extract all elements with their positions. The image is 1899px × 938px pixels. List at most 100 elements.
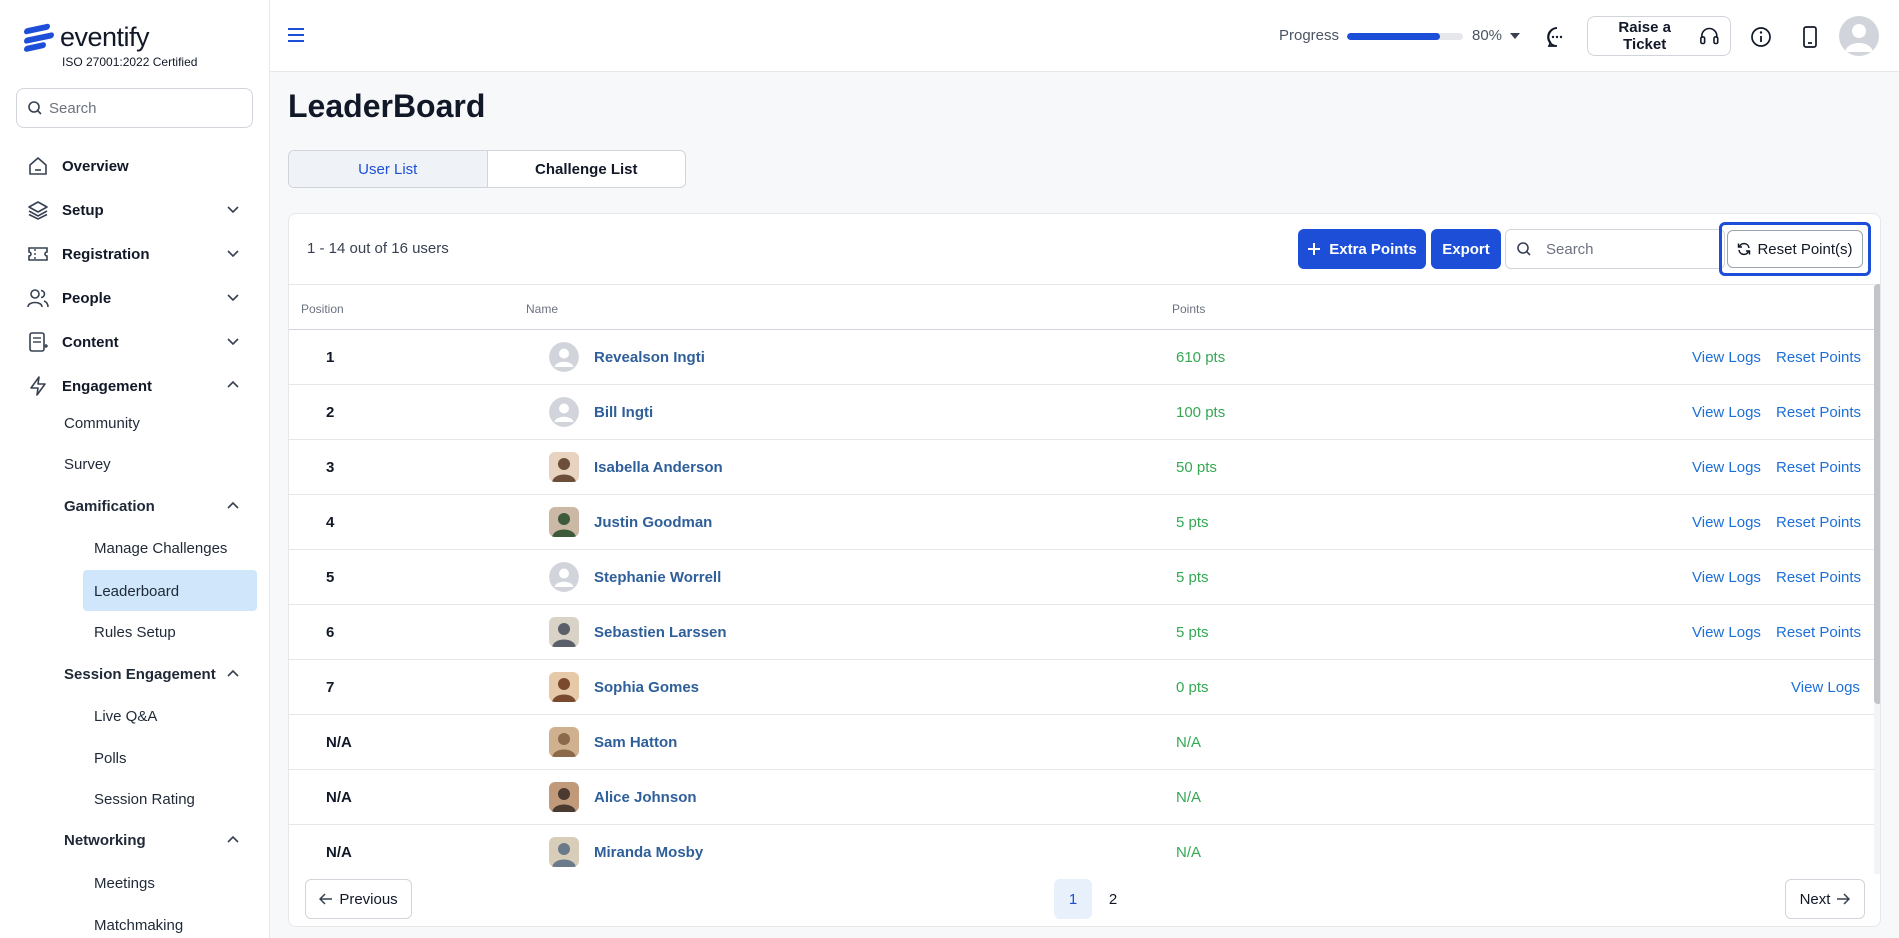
raise-ticket-button[interactable]: Raise a Ticket xyxy=(1587,16,1731,56)
nav-session-rating[interactable]: Session Rating xyxy=(94,790,195,808)
user-name-link[interactable]: Miranda Mosby xyxy=(594,844,704,861)
reset-points-link[interactable]: Reset Points xyxy=(1776,459,1862,476)
reset-all-points-label: Reset Point(s) xyxy=(1757,240,1853,258)
view-logs-link[interactable]: View Logs xyxy=(1791,679,1860,696)
nav-leaderboard[interactable]: Leaderboard xyxy=(94,582,180,600)
chevron-up-icon[interactable] xyxy=(226,667,240,681)
table-row: 5 Stephanie Worrell 5 pts View Logs Reset Po… xyxy=(289,550,1874,605)
sidebar-search[interactable] xyxy=(16,88,253,128)
nav-polls[interactable]: Polls xyxy=(94,749,127,767)
tab-user-list[interactable]: User List xyxy=(289,151,488,187)
extra-points-button[interactable]: Extra Points xyxy=(1298,229,1426,269)
column-name[interactable]: Name xyxy=(526,302,559,316)
caret-down-icon[interactable] xyxy=(1510,32,1520,40)
nav-session-engagement[interactable]: Session Engagement xyxy=(64,665,216,683)
chevron-down-icon xyxy=(227,294,239,302)
reset-points-link[interactable]: Reset Points xyxy=(1776,514,1862,531)
nav-registration-label: Registration xyxy=(62,245,150,263)
page-2-button[interactable]: 2 xyxy=(1108,890,1118,908)
nav-overview[interactable]: Overview xyxy=(26,148,246,184)
lightning-icon xyxy=(26,374,50,398)
user-name-link[interactable]: Isabella Anderson xyxy=(594,459,723,476)
sidebar: eventify ISO 27001:2022 Certified Overvi… xyxy=(0,0,270,938)
user-name-link[interactable]: Sophia Gomes xyxy=(594,679,700,696)
column-position[interactable]: Position xyxy=(301,302,344,316)
position-cell: 4 xyxy=(326,514,335,531)
nav-networking[interactable]: Networking xyxy=(64,831,146,849)
table-row: N/A Alice Johnson N/A xyxy=(289,770,1874,825)
user-name-link[interactable]: Stephanie Worrell xyxy=(594,569,722,586)
user-name-link[interactable]: Alice Johnson xyxy=(594,789,697,806)
document-icon xyxy=(26,330,50,354)
nav-survey[interactable]: Survey xyxy=(64,455,111,473)
hamburger-menu-icon[interactable] xyxy=(288,27,306,43)
sidebar-search-input[interactable] xyxy=(49,99,239,117)
points-cell: N/A xyxy=(1176,734,1202,751)
table-scrollbar[interactable] xyxy=(1874,284,1880,874)
nav-matchmaking[interactable]: Matchmaking xyxy=(94,916,184,934)
table-row: 7 Sophia Gomes 0 pts View Logs xyxy=(289,660,1874,715)
nav-people[interactable]: People xyxy=(26,280,246,316)
refresh-icon xyxy=(1738,242,1751,256)
avatar-placeholder-icon xyxy=(549,562,579,592)
view-logs-link[interactable]: View Logs xyxy=(1692,404,1761,421)
nav-setup[interactable]: Setup xyxy=(26,192,246,228)
nav-engagement[interactable]: Engagement xyxy=(26,368,246,404)
tab-challenge-list[interactable]: Challenge List xyxy=(534,160,638,178)
brand-logo[interactable]: eventify xyxy=(24,22,150,53)
reset-points-link[interactable]: Reset Points xyxy=(1776,569,1862,586)
nav-community[interactable]: Community xyxy=(64,414,140,432)
reset-all-points-button[interactable]: Reset Point(s) xyxy=(1727,230,1863,268)
scrollbar-thumb[interactable] xyxy=(1874,284,1880,704)
nav-manage-challenges[interactable]: Manage Challenges xyxy=(94,539,228,557)
page-1-button[interactable]: 1 xyxy=(1054,879,1092,919)
chevron-up-icon xyxy=(227,380,239,388)
view-logs-link[interactable]: View Logs xyxy=(1692,349,1761,366)
progress-percent[interactable]: 80% xyxy=(1472,27,1503,44)
nav-leaderboard-highlight xyxy=(83,570,257,611)
mobile-device-icon[interactable] xyxy=(1797,24,1823,50)
user-avatar[interactable] xyxy=(1839,16,1879,56)
reset-points-link[interactable]: Reset Points xyxy=(1776,624,1862,641)
table-body: 1 Revealson Ingti 610 pts View Logs Reset Po… xyxy=(289,330,1874,880)
user-name-link[interactable]: Justin Goodman xyxy=(594,514,713,531)
user-count-text: 1 - 14 out of 16 users xyxy=(307,240,449,257)
view-logs-link[interactable]: View Logs xyxy=(1692,514,1761,531)
export-button[interactable]: Export xyxy=(1431,229,1501,269)
chevron-up-icon[interactable] xyxy=(226,499,240,513)
table-search-input[interactable] xyxy=(1546,240,1706,258)
previous-page-button[interactable]: Previous xyxy=(305,879,412,919)
user-name-link[interactable]: Revealson Ingti xyxy=(594,349,705,366)
chevron-down-icon xyxy=(227,338,239,346)
chat-icon[interactable] xyxy=(1544,24,1570,50)
progress-bar-fill xyxy=(1347,33,1440,40)
nav-registration[interactable]: Registration xyxy=(26,236,246,272)
leaderboard-card: 1 - 14 out of 16 users Extra Points Expo… xyxy=(288,213,1881,927)
chevron-down-icon xyxy=(227,206,239,214)
points-cell: 50 pts xyxy=(1176,459,1217,476)
next-page-button[interactable]: Next xyxy=(1785,879,1865,919)
nav-meetings[interactable]: Meetings xyxy=(94,874,155,892)
column-points[interactable]: Points xyxy=(1172,302,1206,316)
nav-rules-setup[interactable]: Rules Setup xyxy=(94,623,176,641)
points-cell: N/A xyxy=(1176,789,1202,806)
view-logs-link[interactable]: View Logs xyxy=(1692,459,1761,476)
view-logs-link[interactable]: View Logs xyxy=(1692,624,1761,641)
certification-text: ISO 27001:2022 Certified xyxy=(62,55,198,69)
nav-live-qa[interactable]: Live Q&A xyxy=(94,707,158,725)
reset-points-link[interactable]: Reset Points xyxy=(1776,404,1862,421)
user-name-link[interactable]: Bill Ingti xyxy=(594,404,654,421)
home-icon xyxy=(26,154,50,178)
table-row: 3 Isabella Anderson 50 pts View Logs Reset P… xyxy=(289,440,1874,495)
user-name-link[interactable]: Sam Hatton xyxy=(594,734,678,751)
avatar xyxy=(549,727,579,757)
table-search[interactable] xyxy=(1505,229,1725,269)
user-name-link[interactable]: Sebastien Larssen xyxy=(594,624,727,641)
reset-points-link[interactable]: Reset Points xyxy=(1776,349,1862,366)
chevron-up-icon[interactable] xyxy=(226,833,240,847)
info-icon[interactable] xyxy=(1748,24,1774,50)
view-logs-link[interactable]: View Logs xyxy=(1692,569,1761,586)
nav-engagement-label: Engagement xyxy=(62,377,153,395)
nav-gamification[interactable]: Gamification xyxy=(64,497,155,515)
nav-content[interactable]: Content xyxy=(26,324,246,360)
